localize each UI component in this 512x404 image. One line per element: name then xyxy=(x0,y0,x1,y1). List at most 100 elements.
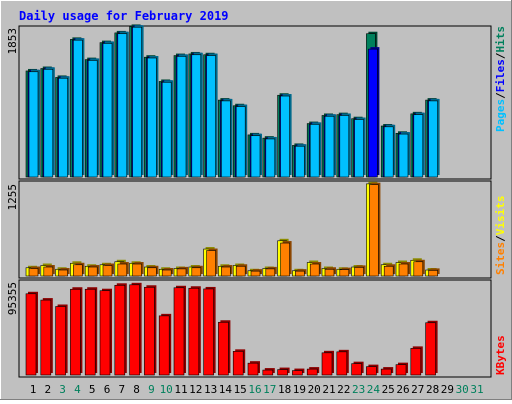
kbytes-bar xyxy=(366,366,377,376)
sites-bar xyxy=(398,263,409,277)
day-label: 8 xyxy=(133,383,140,396)
sites-bar xyxy=(28,268,39,277)
legend-visits: Visits xyxy=(494,196,507,236)
sites-bar xyxy=(117,263,128,277)
pages-bar xyxy=(87,60,98,178)
kbytes-bar xyxy=(306,368,318,376)
day-label: 1 xyxy=(30,383,37,396)
kbytes-bar xyxy=(144,286,155,376)
pages-bar xyxy=(339,115,350,178)
day-label: 16 xyxy=(248,383,261,396)
day-label: 9 xyxy=(148,383,155,396)
kbytes-bar xyxy=(25,293,37,376)
pages-bar xyxy=(398,133,409,178)
day-label: 25 xyxy=(382,383,395,396)
day-label: 20 xyxy=(308,383,321,396)
legend-kbytes: KBytes xyxy=(494,335,507,375)
pages-bar xyxy=(280,95,290,178)
pages-bar xyxy=(206,55,216,178)
day-label: 19 xyxy=(293,383,306,396)
day-label: 29 xyxy=(441,383,454,396)
files-bar xyxy=(368,48,378,178)
pages-bar xyxy=(43,69,54,178)
sites-bar xyxy=(280,242,290,277)
legend-pages: Pages xyxy=(494,99,507,132)
kbytes-bar xyxy=(336,351,348,376)
pages-bar xyxy=(295,145,305,178)
sites-bar xyxy=(102,265,113,277)
kbytes-bar xyxy=(55,306,66,376)
chart-title: Daily usage for February 2019 xyxy=(19,9,229,23)
day-label: 28 xyxy=(426,383,439,396)
day-label: 26 xyxy=(396,383,409,396)
kbytes-bar xyxy=(277,369,288,376)
pages-bar xyxy=(176,56,187,178)
kbytes-bar xyxy=(99,290,111,376)
day-label: 6 xyxy=(104,383,111,396)
bar-marks xyxy=(25,24,440,376)
sites-bar xyxy=(309,263,320,277)
sites-bar xyxy=(191,267,202,277)
kbytes-bar xyxy=(173,287,185,376)
pages-bar xyxy=(309,124,320,178)
pages-bar xyxy=(383,126,394,178)
sites-bar xyxy=(295,270,305,277)
legend-sites: Sites xyxy=(494,242,507,275)
pages-bar xyxy=(102,43,113,178)
pages-bar xyxy=(147,57,157,178)
sites-bar xyxy=(147,267,157,277)
sites-bar xyxy=(354,267,364,277)
sites-bar xyxy=(369,184,379,277)
pages-bar xyxy=(235,106,246,178)
kbytes-ymax-label: 95355 xyxy=(6,282,19,315)
sites-bar xyxy=(132,263,142,277)
sites-bar xyxy=(206,250,216,277)
kbytes-bar xyxy=(158,315,170,376)
kbytes-legend: KBytes xyxy=(494,335,507,375)
sites-bar xyxy=(73,264,83,277)
kbytes-bar xyxy=(351,363,362,376)
hits-legend: Pages/Files/Hits xyxy=(494,26,507,132)
pages-bar xyxy=(191,54,202,178)
kbytes-bar xyxy=(292,370,303,376)
pages-bar xyxy=(221,100,231,178)
pages-bar xyxy=(58,77,68,178)
legend-separator-2: / xyxy=(494,52,507,59)
day-label: 27 xyxy=(411,383,424,396)
pages-bar xyxy=(324,115,335,178)
day-label: 24 xyxy=(367,383,381,396)
kbytes-bar xyxy=(395,364,407,376)
sites-bar xyxy=(43,266,54,277)
day-label: 10 xyxy=(160,383,173,396)
sites-bar xyxy=(383,265,394,277)
day-label: 5 xyxy=(89,383,96,396)
sites-bar xyxy=(161,269,172,277)
sites-bar xyxy=(413,261,424,277)
day-label: 21 xyxy=(322,383,335,396)
day-label: 2 xyxy=(44,383,51,396)
day-label: 4 xyxy=(74,383,81,396)
pages-bar xyxy=(428,100,438,178)
kbytes-bar xyxy=(203,288,214,376)
day-label: 22 xyxy=(337,383,350,396)
pages-bar xyxy=(250,135,261,178)
pages-bar xyxy=(73,39,83,178)
kbytes-bar xyxy=(218,321,229,376)
kbytes-bar xyxy=(410,348,422,376)
sites-bar xyxy=(176,268,187,277)
pages-bar xyxy=(413,114,424,178)
pages-bar xyxy=(265,138,276,178)
kbytes-bar xyxy=(425,322,436,376)
pages-bar xyxy=(354,119,364,178)
kbytes-bar xyxy=(129,284,140,376)
day-label: 15 xyxy=(234,383,247,396)
legend-hits: Hits xyxy=(494,26,507,53)
sites-bar xyxy=(58,269,68,277)
pages-bar xyxy=(28,71,39,178)
day-label: 17 xyxy=(263,383,276,396)
sites-bar xyxy=(235,265,246,277)
kbytes-bar xyxy=(114,284,126,376)
day-label: 23 xyxy=(352,383,365,396)
